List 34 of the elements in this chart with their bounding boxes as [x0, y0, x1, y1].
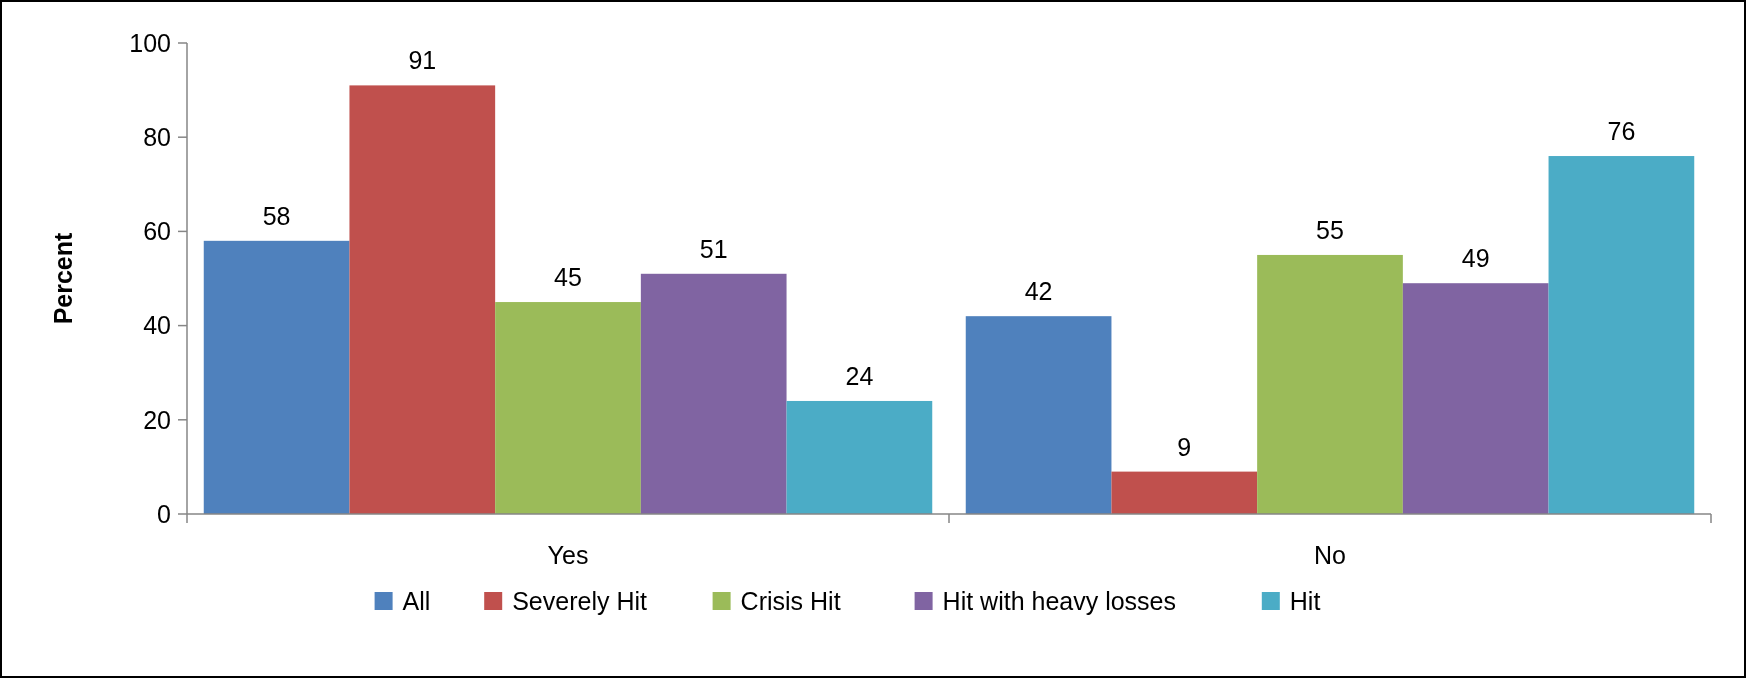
bar: [640, 273, 787, 514]
bar: [349, 85, 496, 514]
x-tick-label: Yes: [547, 541, 589, 569]
legend-label: All: [402, 586, 431, 615]
y-tick-label: 0: [157, 499, 171, 528]
bar: [203, 240, 350, 514]
bar: [786, 400, 933, 514]
data-label: 55: [1316, 215, 1344, 244]
bar: [1257, 254, 1403, 514]
data-label: 9: [1177, 432, 1192, 461]
bar: [495, 302, 641, 514]
data-label: 58: [262, 201, 291, 230]
data-label: 42: [1024, 277, 1053, 306]
data-label: 76: [1607, 117, 1636, 146]
data-label: 91: [408, 46, 437, 75]
bar: [1111, 471, 1258, 514]
y-tick-label: 80: [143, 122, 171, 151]
data-label: 49: [1461, 244, 1490, 273]
legend-label: Hit: [1289, 586, 1321, 615]
bar: [1402, 283, 1549, 514]
y-tick-label: 20: [143, 405, 171, 434]
legend-label: Crisis Hit: [740, 586, 841, 615]
data-label: 51: [699, 234, 728, 263]
legend-label: Severely Hit: [512, 586, 648, 615]
y-tick-label: 40: [143, 311, 171, 340]
y-tick-label: 100: [129, 28, 171, 57]
legend-label: Hit with heavy losses: [942, 586, 1177, 615]
bar: [1548, 156, 1695, 514]
data-label: 45: [554, 263, 582, 292]
data-label: 24: [845, 361, 874, 390]
y-axis-title: Percent: [49, 231, 77, 325]
x-tick-label: No: [1314, 541, 1346, 569]
bar: [965, 316, 1112, 514]
y-tick-label: 60: [143, 217, 171, 246]
